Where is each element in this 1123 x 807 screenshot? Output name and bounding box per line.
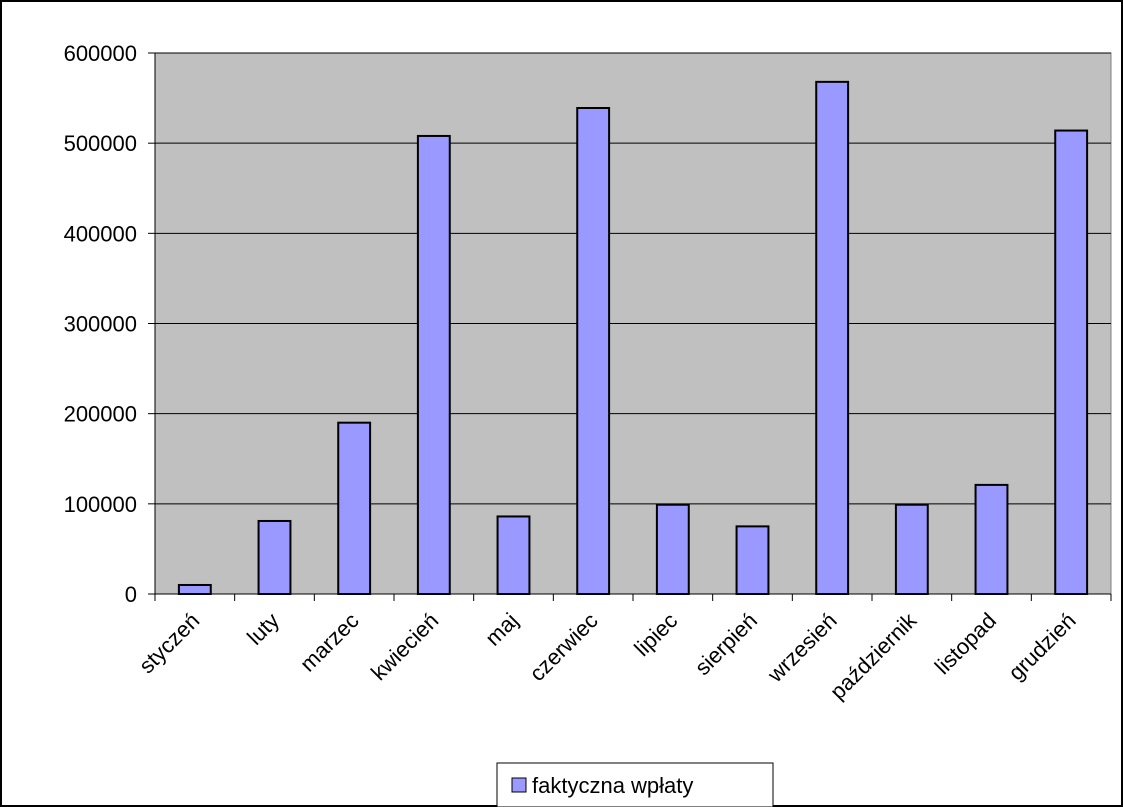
x-tick-label: listopad [930, 608, 1001, 679]
legend-box [496, 762, 774, 807]
bar-9 [894, 503, 929, 595]
bar-2 [337, 421, 372, 595]
x-tick-label: luty [242, 608, 284, 650]
x-tick-label: grudzień [1003, 608, 1080, 685]
x-tick-label: kwiecień [366, 608, 443, 685]
x-tick-label: październik [825, 607, 922, 704]
y-tick-label: 100000 [64, 492, 137, 517]
bar-11 [1054, 129, 1089, 595]
bar-3 [416, 134, 451, 595]
x-tick-label: sierpień [690, 608, 762, 680]
y-axis-ticks: 0 100000 200000 300000 400000 500000 600000 [64, 41, 155, 607]
bar-7 [735, 525, 770, 595]
y-tick-label: 600000 [64, 41, 137, 66]
y-tick-label: 300000 [64, 312, 137, 337]
bar-10 [974, 483, 1009, 596]
x-tick-label: czerwiec [525, 608, 603, 686]
bar-1 [257, 519, 292, 596]
bar-4 [496, 515, 531, 595]
legend: faktyczna wpłaty [496, 762, 774, 807]
bar-8 [815, 80, 850, 595]
legend-swatch [511, 777, 527, 793]
bar-6 [655, 503, 690, 595]
legend-label: faktyczna wpłaty [532, 773, 693, 798]
y-tick-label: 500000 [64, 131, 137, 156]
x-tick-label: marzec [295, 608, 364, 677]
y-tick-label: 0 [125, 582, 137, 607]
x-axis-ticks: styczeń luty marzec kwiecień maj czerwiec lipi… [134, 594, 1112, 704]
bar-5 [576, 107, 611, 595]
x-tick-label: wrzesień [762, 608, 842, 688]
y-tick-label: 400000 [64, 221, 137, 246]
y-tick-label: 200000 [64, 402, 137, 427]
x-tick-label: maj [480, 608, 523, 651]
x-tick-label: styczeń [134, 608, 204, 678]
bar-0 [177, 583, 212, 596]
x-tick-label: lipiec [629, 608, 682, 661]
gridlines [155, 52, 1111, 505]
